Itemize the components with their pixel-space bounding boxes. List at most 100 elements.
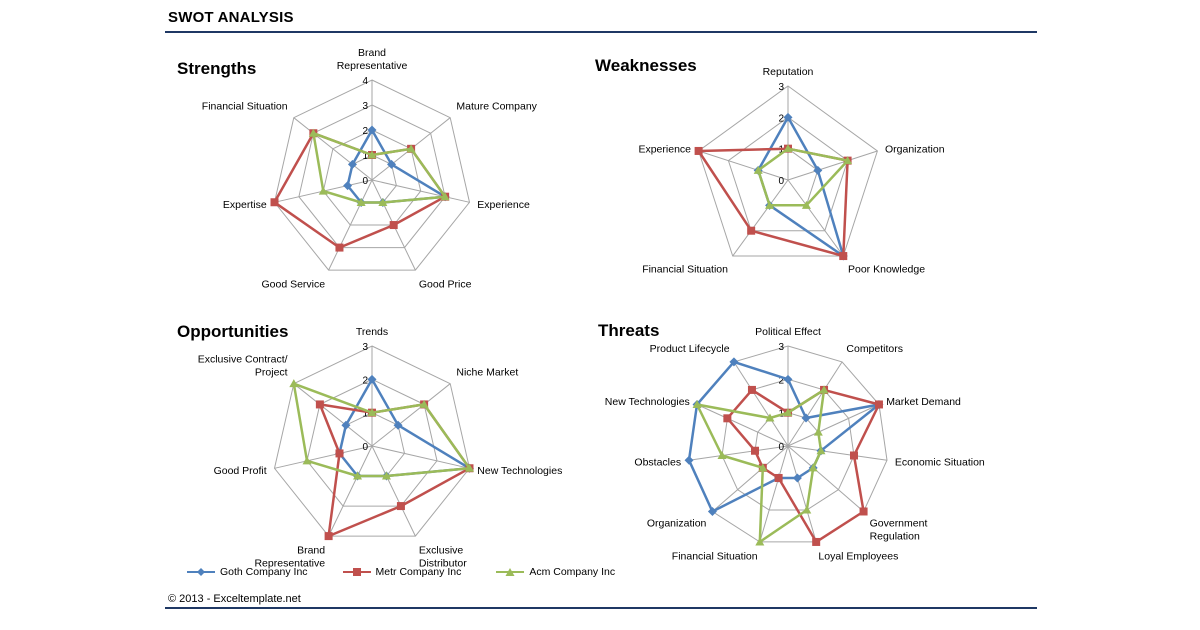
grid-ring	[322, 129, 422, 226]
data-point	[783, 112, 793, 122]
data-point	[343, 181, 353, 191]
data-point	[729, 357, 739, 367]
grid-spoke	[371, 445, 470, 469]
grid-spoke	[787, 445, 817, 543]
grid-ring	[298, 104, 446, 249]
legend-label: Acm Company Inc	[529, 566, 616, 578]
header-rule	[165, 31, 1037, 33]
grid-spoke	[274, 445, 373, 469]
tick-label: 2	[778, 113, 784, 124]
data-point	[808, 463, 818, 472]
data-point	[843, 156, 853, 165]
category-label: Organization	[647, 518, 707, 530]
tick-label: 2	[362, 126, 368, 137]
category-label: Representative	[337, 60, 408, 72]
data-point	[751, 446, 760, 455]
data-point	[367, 150, 377, 159]
diamond-marker-icon	[187, 568, 215, 576]
data-point	[335, 449, 344, 458]
tick-label: 1	[362, 151, 368, 162]
data-point	[302, 456, 312, 465]
data-point	[347, 159, 357, 169]
category-label: Good Profit	[214, 465, 267, 477]
category-label: Good Service	[261, 278, 325, 290]
grid-spoke	[733, 361, 789, 447]
data-point	[335, 243, 344, 252]
data-point	[801, 413, 811, 423]
radar-chart-weaknesses: Weaknesses 0 1 2 3 Reputation Organization Poor…	[595, 56, 945, 276]
legend-item-goth: Goth Company Inc	[186, 566, 308, 578]
grid-spoke	[712, 445, 789, 512]
data-point	[389, 221, 398, 230]
category-label: Experience	[638, 144, 691, 156]
tick-label: 3	[778, 342, 784, 353]
chart-title: Opportunities	[177, 322, 288, 341]
series-line-2	[292, 382, 471, 478]
category-label: Exclusive Contract/	[198, 354, 288, 366]
legend-label: Metr Company Inc	[375, 566, 462, 578]
square-marker-icon	[342, 568, 371, 576]
category-label: Political Effect	[755, 326, 821, 338]
grid-spoke	[787, 150, 878, 181]
data-point	[812, 537, 821, 546]
grid-spoke	[688, 445, 789, 461]
grid-spoke	[759, 445, 789, 543]
page-title: SWOT ANALYSIS	[168, 9, 294, 26]
legend-item-metr: Metr Company Inc	[342, 566, 462, 578]
series-line-0	[756, 116, 845, 258]
series-line-0	[338, 378, 471, 478]
data-point	[774, 473, 783, 482]
data-point	[717, 450, 727, 459]
category-label: Market Demand	[886, 396, 961, 408]
category-label: Product Lifecycle	[650, 343, 730, 355]
data-point	[353, 471, 363, 480]
data-point	[753, 165, 763, 174]
data-point	[684, 455, 694, 465]
footer-rule	[165, 607, 1037, 609]
data-point	[419, 399, 429, 408]
tick-label: 2	[778, 375, 784, 386]
data-point	[367, 408, 377, 417]
data-point	[801, 200, 811, 209]
category-label: Loyal Employees	[818, 551, 898, 563]
category-label: Competitors	[846, 343, 903, 355]
tick-label: 3	[362, 101, 368, 112]
data-point	[341, 420, 351, 430]
data-point	[692, 399, 702, 408]
grid-spoke	[328, 179, 373, 271]
triangle-marker-icon	[496, 568, 525, 576]
category-label: Financial Situation	[672, 551, 758, 563]
data-point	[393, 420, 403, 430]
grid-spoke	[787, 179, 844, 257]
tick-label: 4	[362, 76, 368, 87]
grid-ring	[727, 116, 849, 232]
data-point	[308, 128, 318, 137]
grid-spoke	[787, 445, 864, 512]
data-point	[792, 473, 802, 483]
grid-spoke	[371, 383, 451, 447]
data-point	[783, 144, 793, 153]
tick-label: 1	[362, 409, 368, 420]
category-label: Mature Company	[456, 101, 537, 113]
data-point	[849, 451, 858, 460]
radar-chart-opportunities: Opportunities 0 1 2 3 Trends Niche Market New T…	[177, 322, 562, 569]
data-point	[270, 198, 279, 207]
category-label: Obstacles	[634, 456, 681, 468]
grid-spoke	[787, 404, 880, 447]
category-label: Regulation	[870, 531, 920, 543]
data-point	[813, 165, 823, 175]
data-point	[324, 532, 333, 541]
category-label: Trends	[356, 326, 388, 338]
legend-label: Goth Company Inc	[220, 566, 308, 578]
data-point	[813, 427, 823, 436]
copyright-footer: © 2013 - Exceltemplate.net	[168, 593, 301, 605]
data-point	[315, 400, 324, 409]
tick-label: 0	[362, 442, 368, 453]
data-point	[440, 192, 450, 201]
data-point	[765, 413, 775, 422]
data-point	[758, 463, 768, 472]
data-point	[694, 146, 703, 155]
